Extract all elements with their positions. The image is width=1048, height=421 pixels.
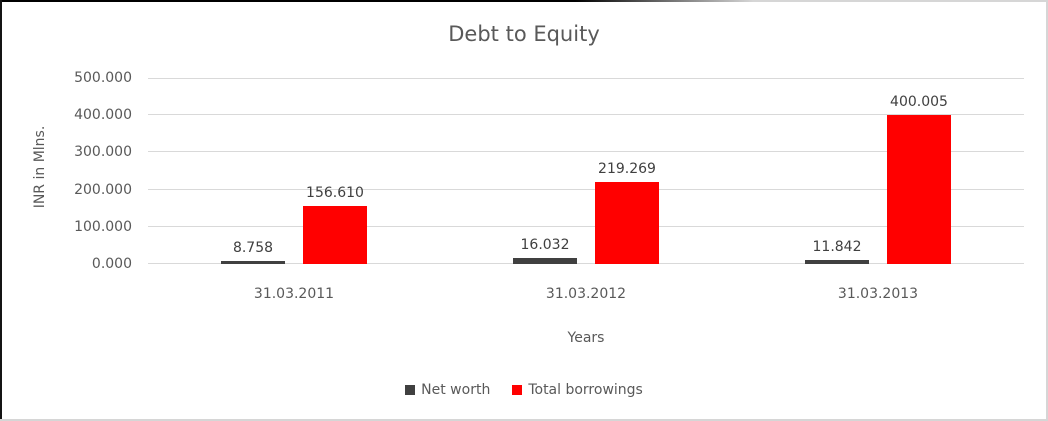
bar-net-worth: 16.032 [513, 237, 577, 264]
bar-total-borrowings: 400.005 [887, 94, 951, 264]
legend-item-total-borrowings: Total borrowings [512, 382, 643, 398]
bar-value-label: 8.758 [232, 240, 274, 256]
bar-net-worth: 8.758 [221, 240, 285, 264]
bar-value-label: 156.610 [306, 185, 364, 201]
x-tick-label: 31.03.2012 [545, 286, 627, 302]
bar-value-label: 11.842 [812, 239, 862, 255]
x-axis-category-labels: 31.03.2011 31.03.2012 31.03.2013 [148, 286, 1024, 304]
x-axis-title: Years [567, 330, 605, 346]
legend-label: Net worth [421, 382, 491, 398]
legend-item-net-worth: Net worth [405, 382, 490, 398]
plot-area: 8.758 156.610 16.032 219.269 11.842 400.005 [148, 78, 1024, 264]
bar-value-label: 16.032 [520, 237, 570, 253]
y-tick-label: 500.000 [74, 70, 132, 86]
gridline [148, 151, 1024, 153]
y-tick-label: 400.000 [74, 107, 132, 124]
bar-total-borrowings: 156.610 [303, 185, 367, 264]
gridline [148, 114, 1024, 116]
legend: Net worth Total borrowings [0, 382, 1048, 398]
y-tick-label: 100.000 [74, 218, 132, 235]
gridline [148, 188, 1024, 190]
bar-total-borrowings: 219.269 [595, 161, 659, 264]
gridline [148, 263, 1024, 264]
chart-title: Debt to Equity [448, 22, 600, 46]
bar-group-31-03-2013: 11.842 400.005 [805, 78, 951, 264]
y-tick-label: 0.000 [91, 256, 132, 272]
bar-group-31-03-2011: 8.758 156.610 [221, 78, 367, 264]
x-tick-label: 31.03.2011 [253, 286, 335, 302]
x-tick-label: 31.03.2013 [837, 286, 919, 302]
gridline [148, 225, 1024, 227]
y-axis-tick-labels: 0.000 100.000 200.000 300.000 400.000 500.000 [0, 70, 132, 272]
bar-group-31-03-2012: 16.032 219.269 [513, 78, 659, 264]
gridline [148, 78, 1024, 79]
legend-swatch-icon [512, 385, 523, 395]
legend-swatch-icon [405, 385, 416, 395]
bar-net-worth: 11.842 [805, 239, 869, 264]
bar-value-label: 219.269 [598, 161, 656, 177]
y-tick-label: 300.000 [74, 144, 132, 161]
y-tick-label: 200.000 [74, 181, 132, 198]
legend-label: Total borrowings [528, 382, 643, 398]
bar-value-label: 400.005 [890, 94, 948, 110]
